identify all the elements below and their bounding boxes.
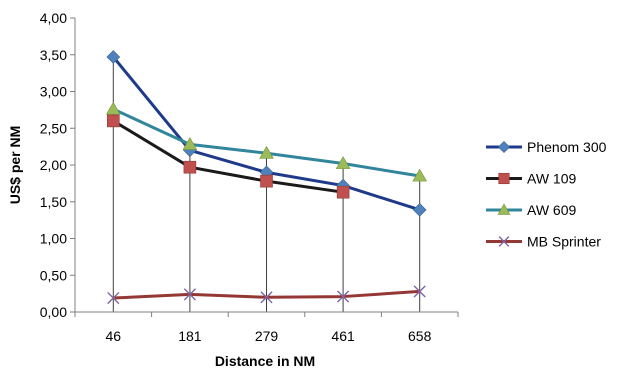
legend-label: Phenom 300 xyxy=(527,139,607,155)
x-tick-label: 658 xyxy=(408,328,432,344)
x-tick-label: 181 xyxy=(178,328,202,344)
data-point xyxy=(336,185,350,199)
marker-stroke xyxy=(107,291,120,305)
y-tick-label: 1,00 xyxy=(40,231,67,247)
legend-marker xyxy=(497,203,511,215)
data-point xyxy=(260,174,273,188)
legend-item: AW 109 xyxy=(486,171,576,187)
legend: Phenom 300 AW 109 AW 609 MB Sprinter xyxy=(486,139,607,250)
data-point xyxy=(412,168,428,182)
data-point xyxy=(260,291,273,304)
data-point xyxy=(105,101,121,115)
data-point xyxy=(413,285,426,298)
x-tick-label: 46 xyxy=(106,328,122,344)
data-point xyxy=(412,203,427,217)
x-tick-label: 461 xyxy=(331,328,355,344)
y-tick-label: 4,00 xyxy=(40,10,67,26)
legend-label: MB Sprinter xyxy=(527,234,601,250)
y-tick-label: 0,00 xyxy=(40,304,67,320)
series-line-1 xyxy=(112,119,344,194)
marker-stroke xyxy=(183,288,196,301)
data-point xyxy=(182,137,198,150)
legend-marker xyxy=(497,140,511,154)
legend-item: MB Sprinter xyxy=(486,234,601,250)
y-tick-label: 3,50 xyxy=(40,47,67,63)
data-point xyxy=(107,291,120,305)
data-point xyxy=(183,288,196,301)
marker-stroke xyxy=(260,291,273,304)
data-point xyxy=(335,156,351,169)
data-point xyxy=(106,50,121,64)
legend-label: AW 109 xyxy=(527,171,576,187)
x-axis-title: Distance in NM xyxy=(215,353,315,369)
data-point xyxy=(107,114,120,128)
y-tick-label: 2,50 xyxy=(40,120,67,136)
y-tick-label: 0,50 xyxy=(40,267,67,283)
series-markers xyxy=(105,50,428,305)
legend-item: AW 609 xyxy=(486,202,576,218)
y-tick-label: 2,00 xyxy=(40,157,67,173)
axes xyxy=(70,17,459,317)
marker-stroke xyxy=(337,290,350,303)
y-axis-title: US$ per NM xyxy=(7,126,23,205)
marker-stroke xyxy=(413,285,426,298)
x-tick-label: 279 xyxy=(255,328,279,344)
legend-marker xyxy=(498,172,510,185)
data-point xyxy=(259,145,274,159)
legend-marker xyxy=(498,236,510,247)
y-tick-label: 1,50 xyxy=(40,194,67,210)
x-tick-labels: 46 181 279 461 658 xyxy=(106,328,432,344)
legend-label: AW 609 xyxy=(527,202,576,218)
y-tick-labels: 0,00 0,50 1,00 1,50 2,00 2,50 3,00 3,50 4,00 xyxy=(40,10,67,320)
data-point xyxy=(183,160,197,174)
data-point xyxy=(337,290,350,303)
legend-item: Phenom 300 xyxy=(486,139,607,155)
marker-stroke xyxy=(498,236,510,247)
y-tick-label: 3,00 xyxy=(40,84,67,100)
